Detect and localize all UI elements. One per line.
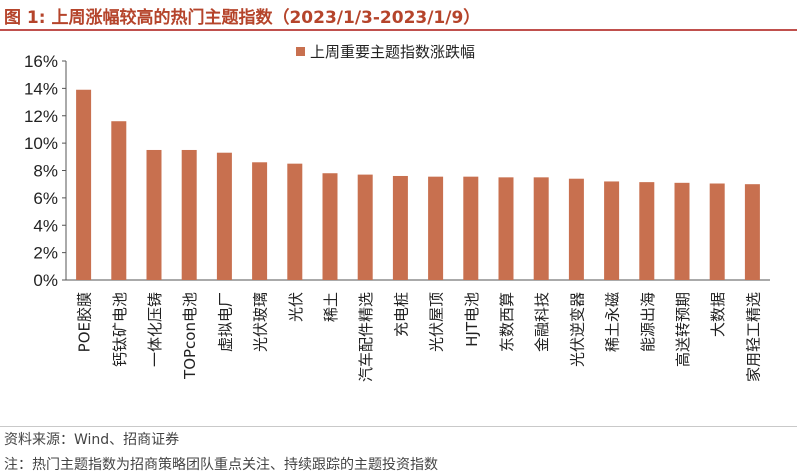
x-tick-label: 稀土	[322, 292, 340, 322]
x-tick-label: 光伏逆变器	[568, 292, 586, 367]
bar	[76, 89, 92, 281]
legend-swatch	[296, 47, 305, 56]
x-tick-label: 光伏	[287, 292, 305, 322]
x-tick-label: 金融科技	[533, 292, 551, 352]
bar	[568, 178, 584, 280]
bar	[744, 184, 760, 280]
bar	[322, 173, 338, 280]
x-tick-label: 钙钛矿电池	[111, 292, 129, 367]
legend-label: 上周重要主题指数涨跌幅	[310, 43, 475, 61]
bar	[428, 176, 444, 280]
y-tick-label: 12%	[24, 107, 58, 126]
y-tick-label: 16%	[24, 52, 58, 71]
bar	[674, 182, 690, 280]
bar	[111, 121, 127, 280]
x-tick-label: 高送转预期	[674, 292, 692, 367]
x-tick-label: 光伏玻璃	[252, 292, 270, 352]
bar	[709, 183, 725, 280]
bar	[252, 162, 268, 280]
footer-divider	[0, 426, 797, 427]
bar	[498, 177, 514, 280]
y-tick-label: 2%	[33, 244, 58, 263]
figure-title-bar: 图 1: 上周涨幅较高的热门主题指数（2023/1/3-2023/1/9）	[0, 0, 797, 31]
bar	[357, 174, 373, 280]
y-axis-ticks: 0% 2% 4% 6% 8% 10% 12% 14% 16%	[24, 52, 66, 290]
x-tick-label: 东数西算	[498, 292, 516, 352]
chart-axes	[65, 61, 770, 281]
x-axis-labels: POE胶膜 钙钛矿电池 一体化压铸 TOPcon电池 虚拟电厂 光伏玻璃 光伏 稀土 汽车配件精…	[76, 292, 763, 382]
footnote: 注：热门主题指数为招商策略团队重点关注、持续跟踪的主题投资指数	[4, 457, 438, 473]
x-tick-label: 光伏屋顶	[428, 292, 446, 352]
x-tick-label: TOPcon电池	[181, 292, 199, 380]
figure-title: 图 1: 上周涨幅较高的热门主题指数（2023/1/3-2023/1/9）	[4, 8, 481, 28]
x-tick-label: POE胶膜	[76, 292, 94, 352]
x-tick-label: 稀土永磁	[604, 292, 622, 352]
x-tick-label: 家用轻工精选	[744, 292, 762, 382]
bar	[639, 182, 655, 280]
y-tick-label: 10%	[24, 134, 58, 153]
bar	[181, 149, 197, 280]
x-tick-label: 大数据	[709, 292, 727, 337]
x-tick-label: 一体化压铸	[146, 292, 164, 367]
bar	[533, 177, 549, 280]
bar	[463, 176, 479, 280]
x-tick-label: 充电桩	[392, 292, 410, 337]
chart-legend: 上周重要主题指数涨跌幅	[296, 43, 475, 61]
bar	[146, 149, 162, 280]
bar-series	[76, 89, 760, 281]
bar	[392, 175, 408, 280]
bar	[604, 181, 620, 280]
y-tick-label: 14%	[24, 79, 58, 98]
y-tick-label: 8%	[33, 162, 58, 181]
y-tick-label: 6%	[33, 189, 58, 208]
bar	[287, 163, 303, 280]
y-tick-label: 4%	[33, 216, 58, 235]
x-tick-label: 能源出海	[639, 292, 657, 352]
y-tick-label: 0%	[33, 271, 58, 290]
x-tick-label: HJT电池	[463, 292, 481, 347]
bar	[216, 152, 232, 280]
x-tick-label: 虚拟电厂	[216, 292, 234, 352]
x-tick-label: 汽车配件精选	[357, 292, 375, 382]
source-note: 资料来源：Wind、招商证券	[4, 432, 180, 448]
bar-chart: 0% 2% 4% 6% 8% 10% 12% 14% 16% POE胶膜 钙钛矿电池 一体化压铸 TO…	[24, 43, 770, 382]
